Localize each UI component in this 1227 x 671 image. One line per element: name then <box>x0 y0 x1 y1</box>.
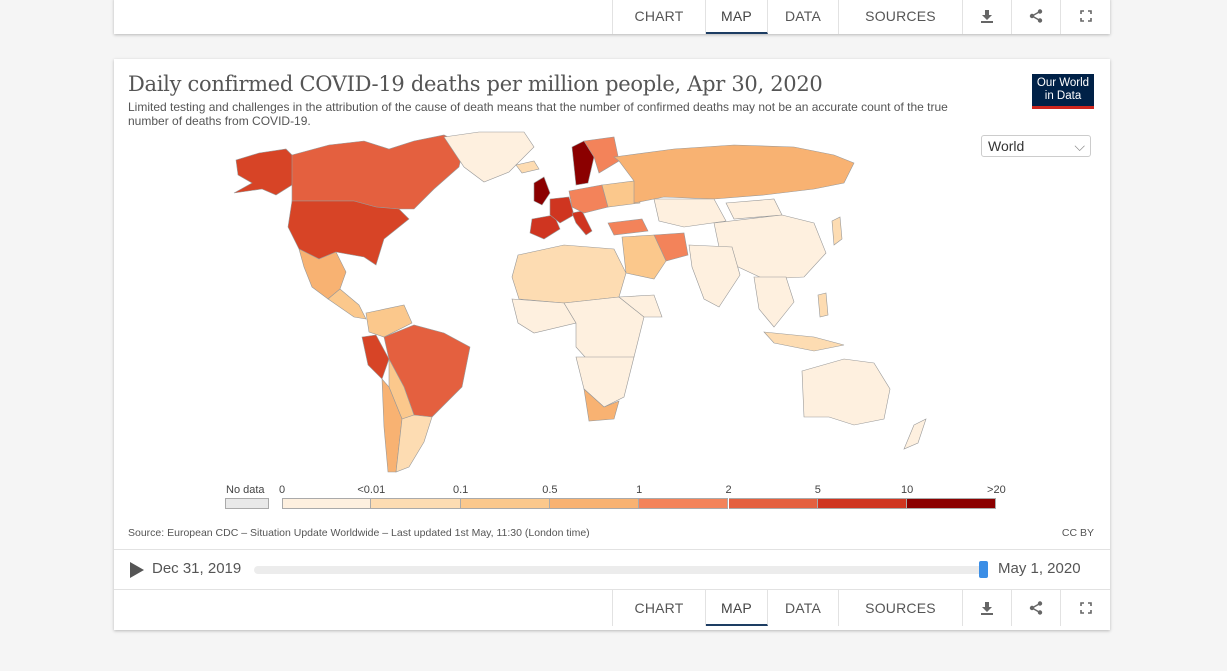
country-turkey[interactable] <box>607 218 649 236</box>
country-middle-east[interactable] <box>621 234 667 280</box>
country-colombia-venezuela[interactable] <box>365 304 413 338</box>
legend-tick-label: 0.5 <box>542 484 558 496</box>
country-italy[interactable] <box>571 210 593 236</box>
legend-nodata-swatch <box>225 498 269 509</box>
country-peru[interactable] <box>361 334 390 380</box>
country-japan[interactable] <box>831 216 843 246</box>
timeline: Dec 31, 2019 May 1, 2020 <box>114 549 1110 589</box>
chart-subtitle: Limited testing and challenges in the at… <box>128 100 948 128</box>
tab-chart[interactable]: CHART <box>613 590 706 626</box>
country-united-kingdom[interactable] <box>533 176 551 206</box>
country-france[interactable] <box>549 196 575 224</box>
region-select-value: World <box>988 138 1025 154</box>
country-canada[interactable] <box>291 134 465 210</box>
country-north-africa[interactable] <box>511 244 627 304</box>
country-russia[interactable] <box>613 144 855 204</box>
country-southeast-asia[interactable] <box>753 276 795 328</box>
tab-map[interactable]: MAP <box>706 590 768 626</box>
legend-bin[interactable] <box>907 498 997 509</box>
country-east-africa[interactable] <box>618 294 663 318</box>
divider <box>114 589 1110 590</box>
fullscreen-button[interactable] <box>1061 590 1110 626</box>
download-icon <box>981 10 993 23</box>
share-icon <box>1029 601 1043 615</box>
country-iceland[interactable] <box>515 160 540 174</box>
chart-title: Daily confirmed COVID-19 deaths per mill… <box>128 72 823 96</box>
tab-sources[interactable]: SOURCES <box>839 0 963 34</box>
legend-tick-label: 1 <box>636 484 643 496</box>
legend-tick-label: <0.01 <box>357 484 386 496</box>
country-norway-finland[interactable] <box>583 136 620 174</box>
timeline-start-date: Dec 31, 2019 <box>152 560 242 577</box>
country-kazakhstan[interactable] <box>653 198 727 228</box>
legend-tick-label: >20 <box>987 484 1006 496</box>
country-greenland[interactable] <box>443 131 535 183</box>
legend-bin[interactable] <box>282 498 372 509</box>
legend-nodata-label: No data <box>226 484 265 496</box>
timeline-handle[interactable] <box>979 561 988 578</box>
legend-tick-label: 5 <box>814 484 821 496</box>
map-card: Daily confirmed COVID-19 deaths per mill… <box>114 59 1110 630</box>
legend-bin[interactable] <box>549 498 640 509</box>
country-south-africa[interactable] <box>583 388 620 422</box>
country-central-europe[interactable] <box>568 184 609 214</box>
legend-bin[interactable] <box>460 498 550 509</box>
license-link[interactable]: CC BY <box>1061 527 1094 539</box>
country-indonesia[interactable] <box>763 331 845 352</box>
download-button[interactable] <box>963 0 1012 34</box>
legend-bin[interactable] <box>639 498 729 509</box>
fullscreen-icon <box>1079 602 1092 614</box>
country-eastern-europe[interactable] <box>601 180 641 208</box>
divider <box>114 549 1110 550</box>
timeline-end-date: May 1, 2020 <box>998 560 1081 577</box>
tab-chart[interactable]: CHART <box>613 0 706 34</box>
country-west-africa[interactable] <box>511 298 577 334</box>
top-controls-card: CHART MAP DATA SOURCES <box>114 0 1110 34</box>
country-new-zealand[interactable] <box>903 418 927 450</box>
country-australia[interactable] <box>801 358 891 426</box>
source-note: Source: European CDC – Situation Update … <box>128 527 590 539</box>
country-argentina[interactable] <box>395 414 433 473</box>
play-icon[interactable] <box>130 562 144 578</box>
share-icon <box>1029 9 1043 23</box>
download-icon <box>981 602 993 615</box>
legend-tick-label: 0 <box>278 484 286 496</box>
tab-sources[interactable]: SOURCES <box>839 590 963 626</box>
map-legend: No data 0 <0.01 0.1 0.5 1 2 5 10 >20 <box>114 479 1110 519</box>
legend-tick-label: 2 <box>725 484 732 496</box>
country-central-america[interactable] <box>327 288 367 320</box>
share-button[interactable] <box>1012 0 1061 34</box>
legend-bin[interactable] <box>817 498 908 509</box>
owid-logo[interactable]: Our World in Data <box>1032 74 1094 109</box>
bottom-tab-bar: CHART MAP DATA SOURCES <box>612 590 1110 626</box>
timeline-track[interactable] <box>254 566 984 574</box>
chevron-down-icon: ⌵ <box>1074 138 1085 154</box>
legend-tick-label: 10 <box>900 484 914 496</box>
download-button[interactable] <box>963 590 1012 626</box>
fullscreen-button[interactable] <box>1061 0 1110 34</box>
legend-bin[interactable] <box>371 498 461 509</box>
world-map <box>233 131 927 473</box>
tab-data[interactable]: DATA <box>768 590 839 626</box>
country-southern-africa[interactable] <box>575 356 635 408</box>
country-sweden[interactable] <box>571 140 595 186</box>
country-philippines[interactable] <box>817 292 829 318</box>
legend-bin[interactable] <box>728 498 818 509</box>
fullscreen-icon <box>1079 10 1092 22</box>
region-select[interactable]: World ⌵ <box>981 135 1091 157</box>
top-tab-bar: CHART MAP DATA SOURCES <box>612 0 1110 34</box>
country-south-asia[interactable] <box>688 244 741 308</box>
legend-tick-label: 0.1 <box>452 484 469 496</box>
share-button[interactable] <box>1012 590 1061 626</box>
country-alaska-region[interactable] <box>233 148 295 196</box>
country-spain[interactable] <box>529 214 561 240</box>
tab-data[interactable]: DATA <box>768 0 839 34</box>
tab-map[interactable]: MAP <box>706 0 768 34</box>
